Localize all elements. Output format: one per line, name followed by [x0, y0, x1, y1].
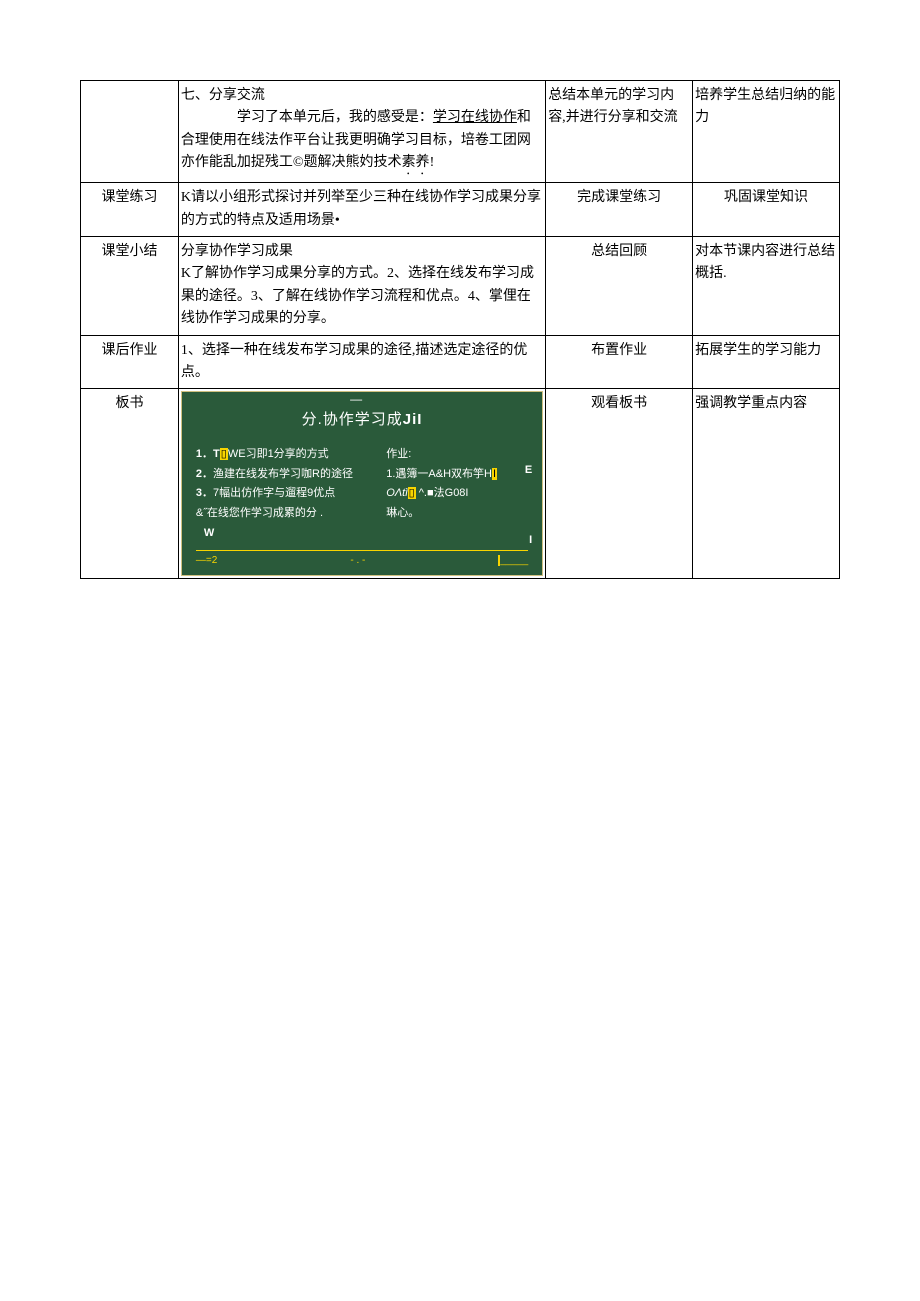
bb-hl: ▯: [408, 487, 416, 499]
bb-line: W: [196, 525, 366, 543]
bb-line: 1.遇簿一A&H双布竽HI: [386, 466, 528, 484]
bb-footer-left: —=2: [196, 553, 217, 569]
bb-num: &˝: [196, 507, 207, 519]
content-text: 学习了本单元后，我的感受是：: [209, 110, 433, 125]
blackboard-tick-icon: —: [350, 390, 362, 409]
row-content: K请以小组形式探讨并列举至少三种在线协作学习成果分享的方式的特点及适用场景•: [178, 183, 545, 237]
bb-text: 在线您作学习成累的分 .: [207, 507, 323, 519]
bb-num: 1．: [196, 448, 213, 460]
row-activity: 完成课堂练习: [546, 183, 693, 237]
row-label: 课堂小结: [81, 236, 179, 335]
bb-hl: ▯: [220, 448, 228, 460]
bb-num: 2．: [196, 468, 213, 480]
bb-line: 2．渔建在线发布学习咖R的途径: [196, 466, 366, 484]
row-content: 分享协作学习成果 K了解协作学习成果分享的方式。2、选择在线发布学习成果的途径。…: [178, 236, 545, 335]
bb-line: 3．7幅出仿作字与遛程9优点: [196, 485, 366, 503]
bb-line: &˝在线您作学习成累的分 .: [196, 505, 366, 523]
content-body: 学习了本单元后，我的感受是：学习在线协作和合理使用在线法作平台让我更明确学习目标…: [181, 107, 543, 178]
table-row: 课后作业 1、选择一种在线发布学习成果的途径,描述选定途径的优点。 布置作业 拓…: [81, 335, 840, 389]
table-row: 课堂练习 K请以小组形式探讨并列举至少三种在线协作学习成果分享的方式的特点及适用…: [81, 183, 840, 237]
bb-footer-right: _____: [498, 553, 528, 569]
blackboard-title: 分.协作学习成JiI: [196, 408, 528, 432]
bb-line: 1．T▯WE习即1分享的方式: [196, 446, 366, 464]
table-row: 七、分享交流 学习了本单元后，我的感受是：学习在线协作和合理使用在线法作平台让我…: [81, 81, 840, 183]
bb-text: 1.遇簿一A&H双布竽H: [386, 468, 492, 480]
table-row: 板书 — 分.协作学习成JiI 1．T▯WE习即1分享的方式 2．渔建在线发布学…: [81, 389, 840, 579]
blackboard-title-suffix: JiI: [403, 411, 423, 428]
row-label: [81, 81, 179, 183]
row-label: 课后作业: [81, 335, 179, 389]
row-content: 1、选择一种在线发布学习成果的途径,描述选定途径的优点。: [178, 335, 545, 389]
table-row: 课堂小结 分享协作学习成果 K了解协作学习成果分享的方式。2、选择在线发布学习成…: [81, 236, 840, 335]
blackboard-footer: —=2 - . - _____: [196, 550, 528, 569]
bb-edge: E: [525, 462, 532, 480]
row-intent: 拓展学生的学习能力: [693, 335, 840, 389]
blackboard-title-text: 分.协作学习成: [302, 411, 403, 428]
row-activity: 总结回顾: [546, 236, 693, 335]
bb-pre: T: [213, 448, 220, 460]
row-intent: 巩固课堂知识: [693, 183, 840, 237]
blackboard-right: 作业: 1.遇簿一A&H双布竽HI OΛtǐ▯ ^.■法G08I 琳心。 E I: [386, 444, 528, 544]
bb-text: OΛtǐ: [386, 487, 407, 499]
blackboard-columns: 1．T▯WE习即1分享的方式 2．渔建在线发布学习咖R的途径 3．7幅出仿作字与…: [196, 444, 528, 544]
blackboard-left: 1．T▯WE习即1分享的方式 2．渔建在线发布学习咖R的途径 3．7幅出仿作字与…: [196, 444, 366, 544]
lesson-plan-table: 七、分享交流 学习了本单元后，我的感受是：学习在线协作和合理使用在线法作平台让我…: [80, 80, 840, 579]
row-activity: 观看板书: [546, 389, 693, 579]
bb-text: _____: [500, 555, 528, 566]
row-intent: 培养学生总结归纳的能力: [693, 81, 840, 183]
row-content-blackboard: — 分.协作学习成JiI 1．T▯WE习即1分享的方式 2．渔建在线发布学习咖R…: [178, 389, 545, 579]
content-text: !: [430, 155, 435, 170]
bb-text: 琳心。: [386, 507, 419, 519]
row-activity: 总结本单元的学习内容,并进行分享和交流: [546, 81, 693, 183]
bb-footer-mid: - . -: [350, 553, 365, 569]
bb-text: WE习即1分享的方式: [228, 448, 329, 460]
bb-line: OΛtǐ▯ ^.■法G08I: [386, 485, 528, 503]
row-label: 板书: [81, 389, 179, 579]
row-intent: 对本节课内容进行总结概括.: [693, 236, 840, 335]
bb-text: 渔建在线发布学习咖R的途径: [213, 468, 353, 480]
bb-edge: I: [529, 532, 532, 550]
content-emphasis: 素养: [402, 155, 430, 170]
bb-line: 琳心。: [386, 505, 528, 523]
bb-text: ^.■法G08I: [416, 487, 469, 499]
content-underline: 学习在线协作: [433, 110, 517, 125]
row-activity: 布置作业: [546, 335, 693, 389]
content-heading: 七、分享交流: [181, 85, 543, 107]
bb-text: 7幅出仿作字与遛程9优点: [213, 487, 335, 499]
bb-hl: I: [492, 468, 497, 480]
row-label: 课堂练习: [81, 183, 179, 237]
bb-num: 3．: [196, 487, 213, 499]
row-intent: 强调教学重点内容: [693, 389, 840, 579]
row-content: 七、分享交流 学习了本单元后，我的感受是：学习在线协作和合理使用在线法作平台让我…: [178, 81, 545, 183]
bb-right-header: 作业:: [386, 446, 528, 464]
blackboard-panel: — 分.协作学习成JiI 1．T▯WE习即1分享的方式 2．渔建在线发布学习咖R…: [181, 391, 543, 576]
